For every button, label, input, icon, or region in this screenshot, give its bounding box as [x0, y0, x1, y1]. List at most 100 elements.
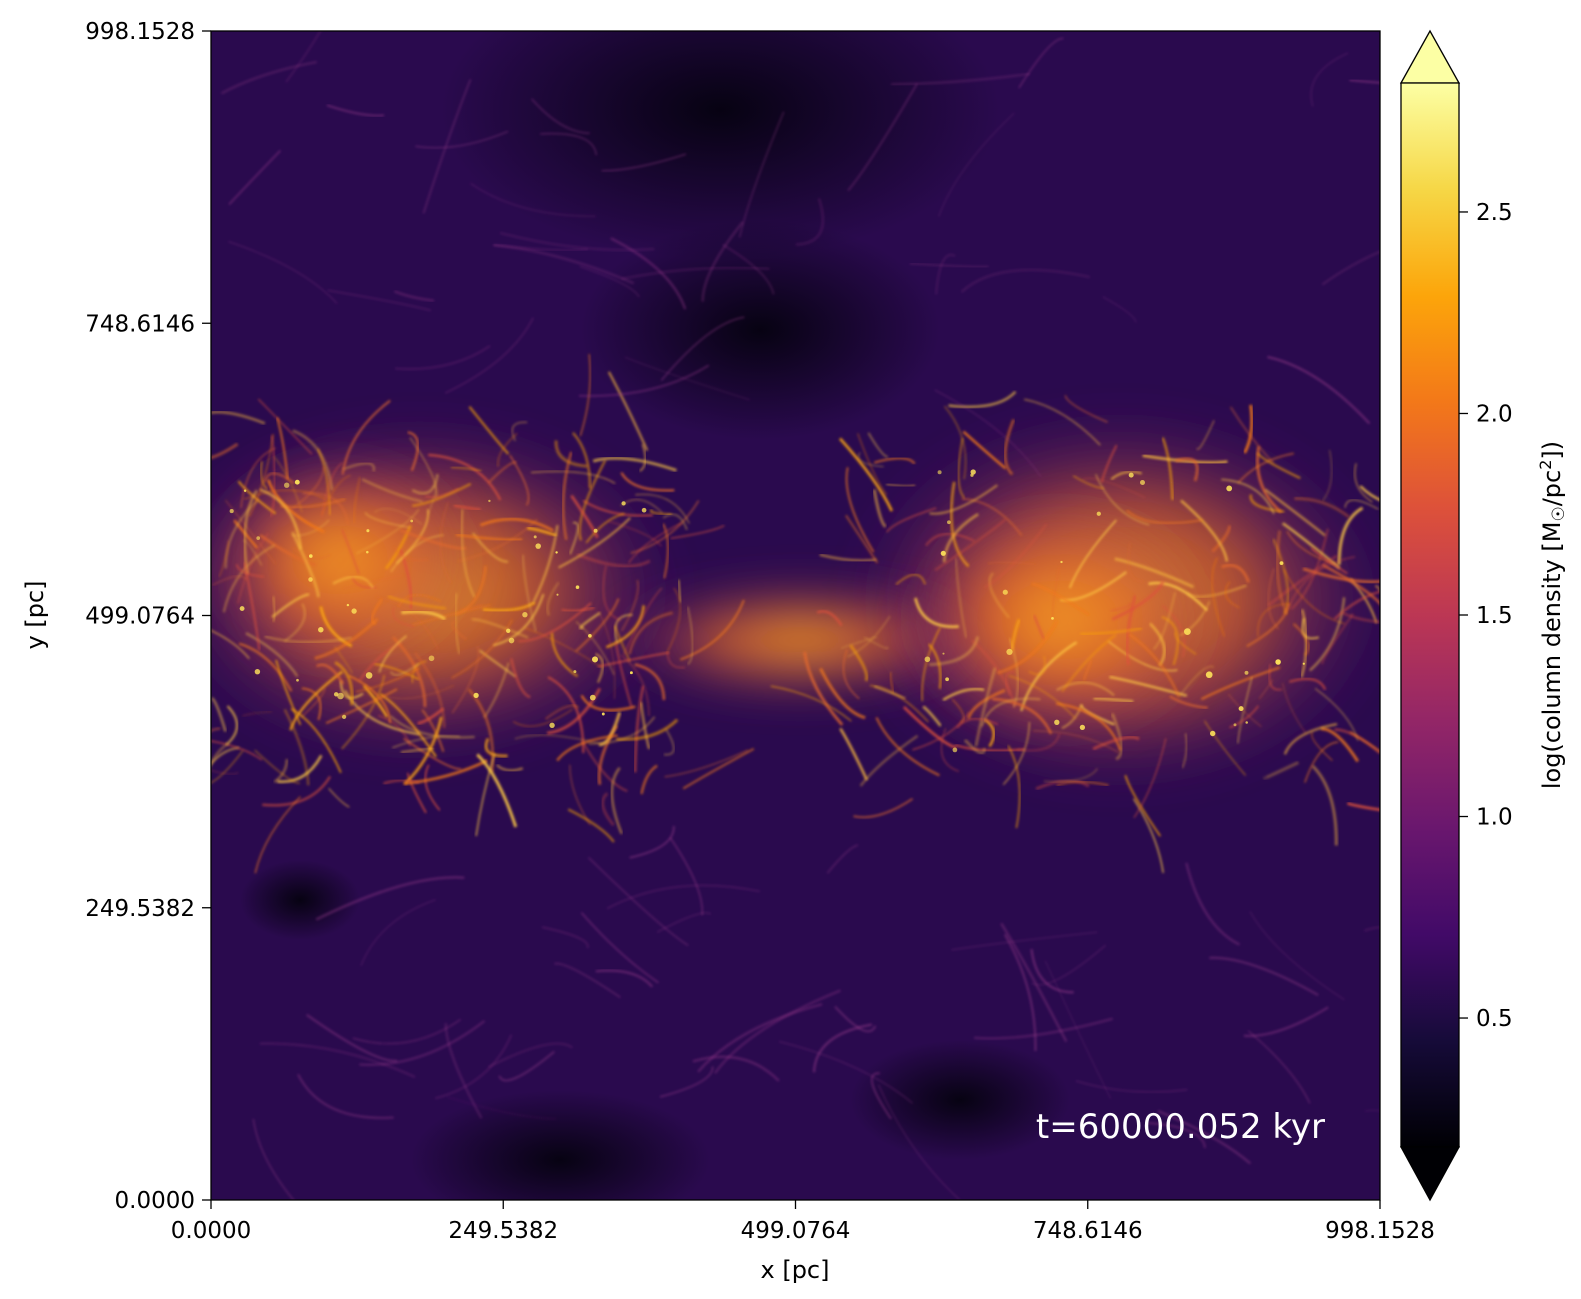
gas-filament	[225, 705, 239, 746]
gas-filament	[582, 499, 653, 517]
gas-filament	[1333, 590, 1380, 620]
gas-filament	[321, 462, 343, 518]
gas-filament	[569, 522, 579, 555]
faint-wisp	[826, 844, 859, 874]
gas-filament	[1311, 764, 1338, 846]
gas-filament	[211, 746, 240, 766]
gas-filament	[532, 524, 559, 604]
gas-filament	[480, 517, 554, 532]
faint-wisp	[327, 289, 431, 312]
dense-knot	[1096, 511, 1101, 516]
faint-wisp	[610, 237, 687, 310]
gas-filament	[451, 645, 480, 714]
faint-wisp	[360, 899, 436, 966]
gas-filament	[640, 764, 658, 795]
y-tick-label: 998.1528	[85, 19, 195, 45]
gas-filament	[461, 603, 483, 611]
dense-knot	[924, 656, 931, 663]
colorbar-tick-label: 0.5	[1476, 1006, 1513, 1032]
gas-filament	[956, 718, 999, 729]
faint-wisp	[660, 316, 745, 381]
gas-filament	[259, 488, 303, 550]
gas-filament	[816, 610, 843, 627]
gas-filament	[284, 603, 306, 642]
faint-wisp	[938, 112, 1015, 217]
faint-wisp	[1044, 960, 1112, 1099]
gas-filament	[867, 432, 888, 458]
gas-filament	[361, 478, 423, 503]
gas-filament	[1282, 683, 1307, 734]
time-annotation: t=60000.052 kyr	[1036, 1107, 1325, 1147]
dense-knot	[549, 722, 555, 728]
faint-wisp	[1363, 926, 1380, 932]
gas-filament	[395, 509, 429, 564]
gas-filament	[1180, 499, 1229, 562]
dense-knot	[589, 694, 596, 701]
gas-filament	[1288, 677, 1327, 691]
gas-filament	[857, 452, 884, 468]
gas-filament	[341, 674, 386, 750]
gas-filament	[602, 565, 622, 622]
gas-filament	[348, 674, 392, 724]
dense-knot	[1238, 706, 1244, 712]
gas-filament	[1043, 767, 1098, 783]
gas-filament	[1149, 622, 1166, 667]
gas-filament	[620, 472, 675, 492]
gas-filament	[1125, 595, 1137, 666]
gas-filament	[1110, 602, 1132, 613]
gas-filament	[378, 635, 407, 673]
colorbar-ticks: 0.5 1.0 1.5 2.0 2.5	[1459, 200, 1513, 1032]
gas-filament	[1268, 664, 1283, 691]
dense-knot	[522, 612, 528, 618]
gas-filament	[635, 493, 690, 524]
gas-filament	[1008, 675, 1076, 719]
gas-filament	[356, 508, 420, 555]
gas-filament	[273, 759, 289, 784]
faint-wisp	[834, 1005, 877, 1033]
gas-filament	[682, 747, 755, 790]
faint-wisp	[1000, 922, 1068, 1043]
gas-filament	[633, 685, 645, 773]
gas-filament	[454, 593, 461, 655]
faint-wisp	[722, 243, 775, 295]
colorbar-extend-bottom	[1399, 1146, 1461, 1202]
gas-filament	[375, 596, 439, 650]
gas-filament	[428, 453, 502, 501]
gas-filament	[1243, 404, 1254, 454]
dense-knot	[947, 520, 951, 525]
gas-filament	[392, 606, 415, 628]
dense-knot	[533, 535, 537, 539]
faint-wisp	[540, 132, 597, 156]
gas-filament	[513, 708, 573, 727]
colorbar: 0.5 1.0 1.5 2.0 2.5 log(column density [M☉/p…	[1399, 29, 1569, 1202]
gas-filament	[992, 697, 1053, 735]
gas-filament	[404, 716, 443, 785]
low-density-void	[580, 220, 940, 440]
dense-knot	[308, 577, 313, 582]
gas-filament	[238, 642, 293, 692]
gas-filament	[1161, 437, 1174, 500]
dense-knot	[937, 470, 942, 475]
faint-wisp	[595, 969, 654, 988]
gas-filament	[457, 518, 538, 562]
gas-filament	[403, 759, 488, 785]
faint-wisp	[1364, 1109, 1380, 1112]
dense-knot	[575, 585, 580, 589]
gas-filament	[863, 636, 889, 650]
faint-wisp	[554, 962, 621, 999]
gas-filament	[384, 525, 412, 570]
dense-knot	[239, 606, 245, 612]
gas-filament	[1322, 449, 1333, 501]
gas-filament	[1264, 488, 1326, 537]
low-density-void	[410, 1090, 710, 1200]
gas-filament	[974, 667, 997, 747]
gas-filament	[1179, 600, 1211, 637]
gas-filament	[260, 461, 268, 490]
gas-filament	[328, 787, 350, 808]
faint-wisp	[909, 262, 989, 268]
faint-wisp	[1185, 862, 1241, 946]
gas-filament	[872, 489, 887, 528]
dense-knot	[243, 489, 247, 492]
gas-filament	[1007, 745, 1021, 829]
gas-filament	[427, 486, 437, 515]
